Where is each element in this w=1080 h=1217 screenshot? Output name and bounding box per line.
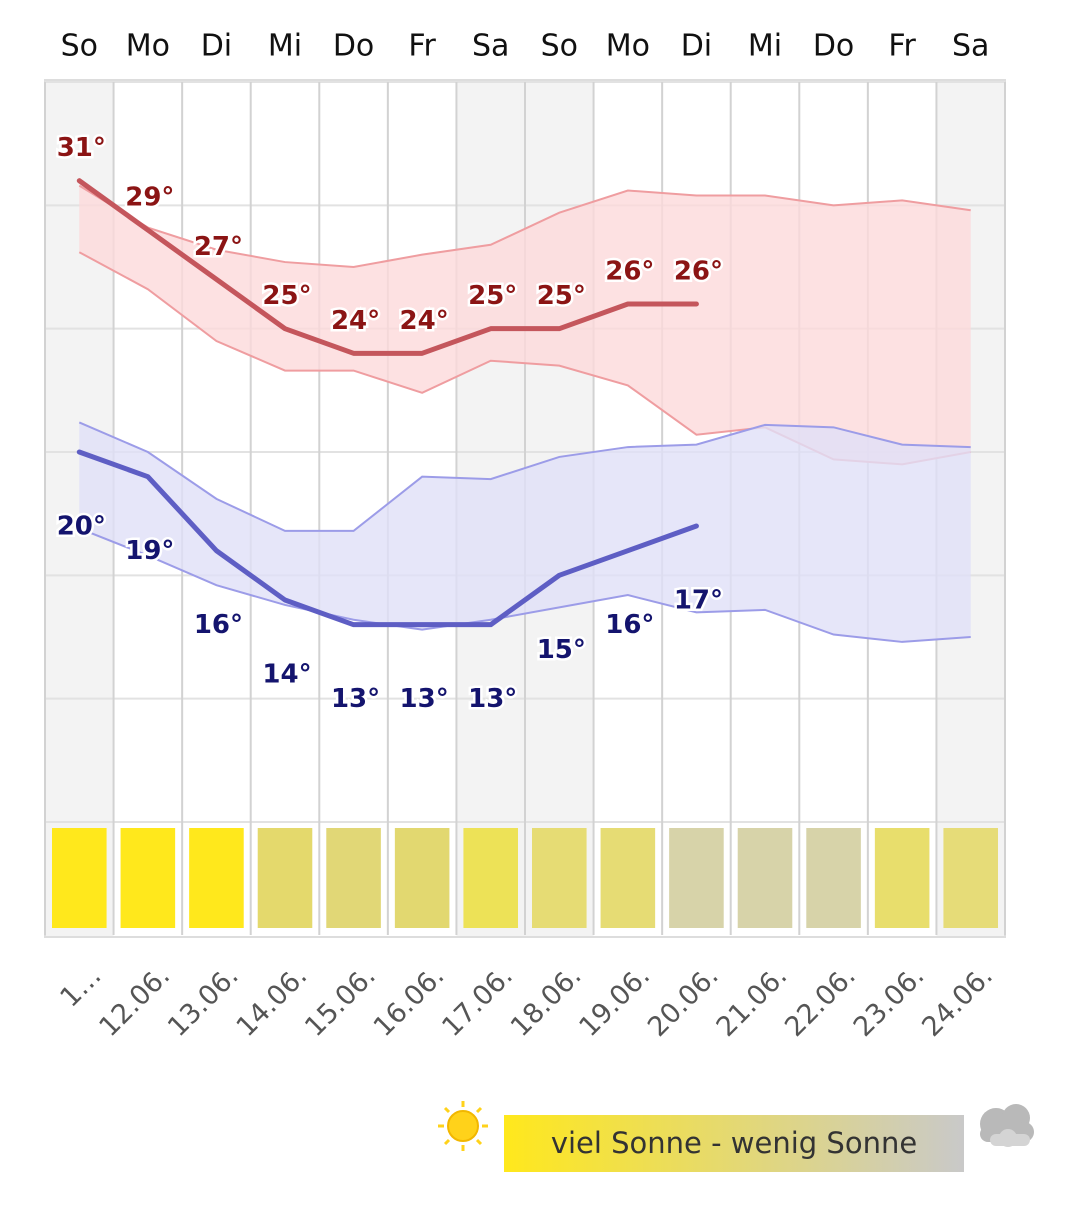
value-label: 26°	[674, 257, 723, 287]
value-label: 17°	[674, 586, 723, 616]
range-band	[79, 422, 971, 642]
temperature-line	[76, 449, 699, 628]
weekday-label: Mo	[606, 29, 650, 64]
value-label: 14°	[262, 660, 311, 690]
value-label: 19°	[125, 536, 174, 566]
legend-gradient	[504, 1115, 964, 1172]
sun-icon	[438, 1101, 488, 1151]
sunshine-bar	[943, 828, 998, 928]
value-label: 25°	[262, 281, 311, 311]
sunshine-bar	[52, 828, 107, 928]
temperature-line	[76, 178, 699, 356]
sunshine-bar	[737, 828, 793, 928]
value-label: 27°	[194, 232, 243, 262]
value-label: 26°	[605, 257, 654, 287]
weekday-label: Di	[201, 29, 232, 64]
weekday-label: Sa	[952, 29, 989, 64]
sunshine-bar	[874, 828, 930, 928]
value-label: 15°	[537, 635, 586, 665]
sunshine-bar	[257, 828, 313, 928]
weekday-label: Do	[333, 29, 374, 64]
range-edge	[78, 527, 971, 643]
value-label: 29°	[125, 183, 174, 213]
value-label: 16°	[605, 610, 654, 640]
sunshine-bar	[326, 828, 381, 928]
sunshine-bar	[189, 828, 244, 928]
value-label: 24°	[400, 306, 449, 336]
weekday-label: Mo	[126, 29, 170, 64]
sunshine-bar	[394, 828, 450, 928]
weekday-label: Sa	[472, 29, 509, 64]
sunshine-bar	[532, 828, 587, 928]
range-edge	[78, 421, 971, 532]
sunshine-bar	[669, 828, 724, 928]
weekday-label: So	[541, 29, 578, 64]
weekday-label: Mi	[748, 29, 782, 64]
value-label: 25°	[468, 281, 517, 311]
weekday-label: Di	[681, 29, 712, 64]
cloud-icon	[980, 1104, 1034, 1147]
sunshine-bar	[600, 828, 656, 928]
value-label: 13°	[468, 684, 517, 714]
weekday-label: Fr	[408, 29, 436, 64]
range-edge	[78, 184, 971, 269]
value-label: 31°	[57, 133, 106, 163]
weekday-label: Fr	[888, 29, 916, 64]
sunshine-bar	[463, 828, 518, 928]
range-band	[79, 185, 971, 465]
value-label: 13°	[331, 684, 380, 714]
weekday-label: So	[61, 29, 98, 64]
weekday-label: Do	[813, 29, 854, 64]
value-label: 20°	[57, 512, 106, 542]
value-label: 16°	[194, 610, 243, 640]
sunshine-bar	[120, 828, 176, 928]
value-label: 25°	[537, 281, 586, 311]
value-label: 13°	[400, 684, 449, 714]
legend-text: viel Sonne - wenig Sonne	[551, 1126, 917, 1160]
value-label: 24°	[331, 306, 380, 336]
weekday-label: Mi	[268, 29, 302, 64]
sunshine-bar	[806, 828, 861, 928]
